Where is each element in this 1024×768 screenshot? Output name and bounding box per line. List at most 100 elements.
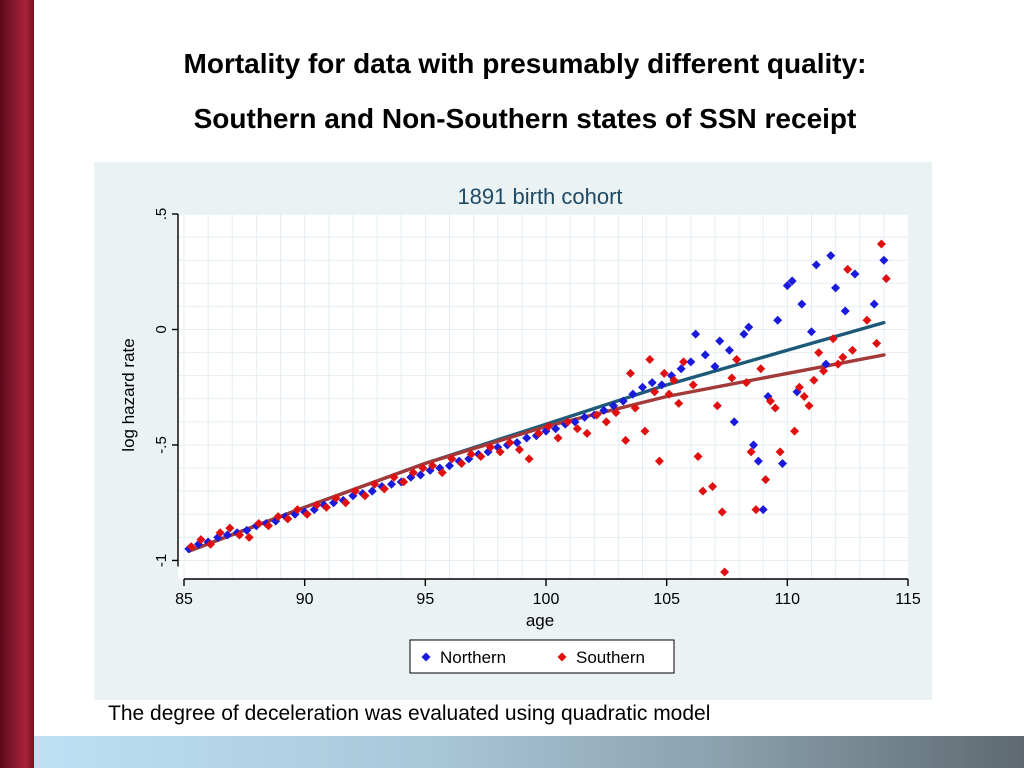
southern-point: [321, 502, 331, 512]
southern-point: [630, 403, 640, 413]
bottom-accent-bar: [34, 736, 1024, 768]
northern-point: [184, 544, 194, 554]
southern-point: [654, 456, 664, 466]
southern-point: [761, 475, 771, 485]
northern-point: [797, 299, 807, 309]
southern-point: [799, 391, 809, 401]
southern-point: [843, 264, 853, 274]
southern-point: [698, 486, 708, 496]
northern-point: [729, 417, 739, 427]
southern-point: [389, 472, 399, 482]
plot-area: [178, 214, 908, 579]
southern-point: [399, 477, 409, 487]
southern-point: [601, 417, 611, 427]
southern-point: [186, 542, 196, 552]
southern-point: [476, 452, 486, 462]
southern-point: [625, 368, 635, 378]
x-tick-label: 95: [416, 591, 434, 608]
northern-point: [811, 260, 821, 270]
northern-point: [840, 306, 850, 316]
northern-point: [657, 380, 667, 390]
southern-point: [838, 352, 848, 362]
southern-point: [331, 493, 341, 503]
southern-point: [428, 461, 438, 471]
chart-panel: 1891 birth cohort 85 90 95 100 105 110 115 .5 0 -…: [94, 162, 932, 700]
southern-point: [302, 509, 312, 519]
southern-point: [708, 482, 718, 492]
slide-title-line1: Mortality for data with presumably diffe…: [183, 48, 867, 79]
southern-point: [770, 403, 780, 413]
southern-point: [312, 500, 322, 510]
southern-point: [712, 401, 722, 411]
southern-point: [437, 468, 447, 478]
southern-point: [273, 512, 283, 522]
northern-point: [787, 276, 797, 286]
northern-point: [715, 336, 725, 346]
southern-point: [645, 355, 655, 365]
northern-point: [806, 327, 816, 337]
northern-point: [758, 505, 768, 515]
southern-point: [370, 479, 380, 489]
southern-point: [828, 334, 838, 344]
northern-point: [193, 539, 203, 549]
southern-point: [717, 507, 727, 517]
southern-point: [235, 530, 245, 540]
northern-point: [618, 396, 628, 406]
southern-point: [592, 410, 602, 420]
southern-point: [206, 539, 216, 549]
southern-point: [457, 458, 467, 468]
southern-point: [746, 447, 756, 457]
southern-point: [650, 387, 660, 397]
southern-point: [263, 521, 273, 531]
northern-point: [261, 518, 271, 528]
northern-point: [666, 371, 676, 381]
southern-point: [688, 380, 698, 390]
southern-point: [360, 491, 370, 501]
southern-point: [534, 428, 544, 438]
northern-point: [763, 391, 773, 401]
northern-point: [686, 357, 696, 367]
southern-point: [847, 345, 857, 355]
southern-point: [495, 447, 505, 457]
northern-point: [242, 525, 252, 535]
northern-point: [416, 470, 426, 480]
northern-point: [749, 440, 759, 450]
left-accent-bar: [0, 0, 34, 768]
southern-point: [408, 468, 418, 478]
southern-point: [693, 452, 703, 462]
southern-point: [794, 382, 804, 392]
southern-point: [350, 486, 360, 496]
northern-point: [512, 438, 522, 448]
legend-northern-marker: [421, 652, 431, 662]
southern-point: [833, 359, 843, 369]
data-points: [184, 239, 891, 577]
southern-point: [244, 532, 254, 542]
legend-box: [409, 639, 675, 674]
southern-point: [582, 428, 592, 438]
southern-point: [659, 368, 669, 378]
southern-point: [664, 389, 674, 399]
northern-point: [638, 382, 648, 392]
northern-point: [744, 322, 754, 332]
southern-point: [790, 426, 800, 436]
slide-title: Mortality for data with presumably diffe…: [40, 36, 1010, 146]
northern-point: [821, 359, 831, 369]
southern-point: [765, 396, 775, 406]
southern-point: [572, 424, 582, 434]
y-tick-label: -.5: [153, 436, 170, 454]
southern-point: [225, 523, 235, 533]
y-tick-label: 0: [153, 325, 170, 333]
southern-point: [872, 338, 882, 348]
northern-point: [387, 479, 397, 489]
southern-point: [756, 364, 766, 374]
southern-point: [524, 454, 534, 464]
x-tick-label: 105: [653, 591, 680, 608]
southern-point: [514, 445, 524, 455]
southern-point: [809, 375, 819, 385]
northern-point: [778, 458, 788, 468]
southern-point: [611, 408, 621, 418]
northern-point: [570, 417, 580, 427]
southern-point: [741, 378, 751, 388]
northern-point: [522, 433, 532, 443]
chart-title: 1891 birth cohort: [457, 184, 622, 209]
